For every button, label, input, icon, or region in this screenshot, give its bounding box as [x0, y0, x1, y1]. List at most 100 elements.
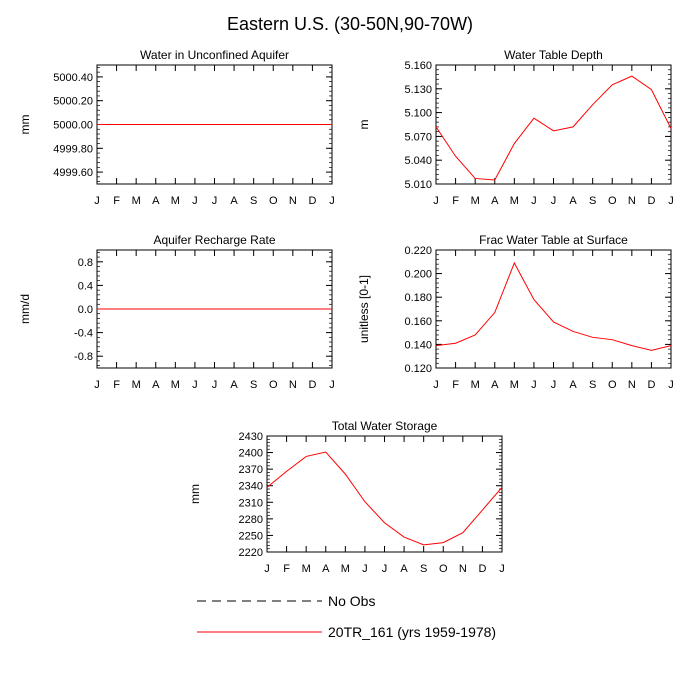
total-water-storage-y-tick-label: 2430 — [239, 431, 263, 443]
panel-total-water-storage: Total Water Storage mm 2220 2250 2280 2310 234… — [188, 419, 505, 575]
frac-water-table-y-tick-label: 0.200 — [404, 269, 432, 281]
recharge-rate-x-tick-label: M — [171, 379, 180, 391]
panel-recharge-rate: Aquifer Recharge Rate mm/d -0.8 -0.4 0.0 0.4 0… — [18, 233, 335, 391]
water-table-depth-plot-frame — [435, 64, 672, 185]
frac-water-table-y-tick-label: 0.140 — [404, 339, 432, 351]
recharge-rate-x-tick-label: O — [269, 379, 278, 391]
recharge-rate-x-tick-label: A — [230, 379, 238, 391]
water-table-depth-x-tick-label: M — [510, 195, 519, 207]
total-water-storage-x-tick-label: M — [341, 563, 350, 575]
water-table-depth-y-tick-label: 5.130 — [404, 84, 432, 96]
frac-water-table-x-tick-label: J — [433, 379, 439, 391]
frac-water-table-x-tick-label: M — [471, 379, 480, 391]
frac-water-table-x-tick-label: S — [589, 379, 596, 391]
total-water-storage-x-tick-label: A — [400, 563, 408, 575]
aquifer-water-x-tick-label: J — [94, 195, 100, 207]
figure-title: Eastern U.S. (30-50N,90-70W) — [227, 14, 473, 34]
frac-water-table-y-tick-label: 0.180 — [404, 292, 432, 304]
recharge-rate-x-tick-label: N — [289, 379, 297, 391]
total-water-storage-x-tick-label: A — [322, 563, 330, 575]
total-water-storage-title: Total Water Storage — [332, 419, 438, 433]
aquifer-water-x-tick-label: J — [192, 195, 198, 207]
frac-water-table-x-tick-label: J — [531, 379, 537, 391]
aquifer-water-x-tick-label: M — [132, 195, 141, 207]
recharge-rate-x-tick-label: D — [308, 379, 316, 391]
frac-water-table-x-tick-label: N — [628, 379, 636, 391]
frac-water-table-x-tick-label: J — [551, 379, 557, 391]
total-water-storage-x-tick-label: J — [499, 563, 505, 575]
panel-frac-water-table: Frac Water Table at Surface unitless [0-1… — [357, 233, 674, 391]
aquifer-water-x-tick-label: J — [329, 195, 335, 207]
total-water-storage-plot-frame — [266, 435, 503, 553]
aquifer-water-x-tick-label: J — [212, 195, 218, 207]
water-table-depth-x-tick-label: O — [608, 195, 617, 207]
recharge-rate-y-axis-label: mm/d — [18, 294, 32, 324]
total-water-storage-y-tick-label: 2250 — [239, 530, 263, 542]
aquifer-water-x-tick-label: N — [289, 195, 297, 207]
frac-water-table-x-tick-label: A — [491, 379, 499, 391]
water-table-depth-x-tick-label: J — [551, 195, 557, 207]
aquifer-water-x-tick-label: A — [152, 195, 160, 207]
water-table-depth-x-tick-label: N — [628, 195, 636, 207]
water-table-depth-y-tick-label: 5.160 — [404, 60, 432, 72]
total-water-storage-y-tick-label: 2220 — [239, 547, 263, 559]
frac-water-table-x-tick-label: J — [668, 379, 674, 391]
water-table-depth-series-line — [435, 75, 672, 181]
panel-aquifer-water: Water in Unconfined Aquifer mm 4999.60 4999… — [18, 48, 335, 207]
total-water-storage-y-tick-label: 2280 — [239, 514, 263, 526]
total-water-storage-y-tick-label: 2400 — [239, 448, 263, 460]
frac-water-table-x-tick-label: D — [647, 379, 655, 391]
recharge-rate-x-tick-label: J — [94, 379, 100, 391]
recharge-rate-x-tick-label: J — [212, 379, 218, 391]
recharge-rate-x-tick-label: A — [152, 379, 160, 391]
total-water-storage-y-tick-label: 2310 — [239, 497, 263, 509]
total-water-storage-x-tick-label: J — [362, 563, 368, 575]
total-water-storage-x-tick-label: D — [478, 563, 486, 575]
aquifer-water-x-tick-label: D — [308, 195, 316, 207]
recharge-rate-title: Aquifer Recharge Rate — [153, 233, 275, 247]
water-table-depth-x-tick-label: A — [569, 195, 577, 207]
legend: No Obs 20TR_161 (yrs 1959-1978) — [197, 593, 496, 640]
water-table-depth-title: Water Table Depth — [504, 48, 603, 62]
aquifer-water-y-tick-label: 5000.00 — [53, 120, 93, 132]
recharge-rate-y-tick-label: 0.4 — [78, 280, 93, 292]
water-table-depth-y-tick-label: 5.070 — [404, 131, 432, 143]
water-table-depth-x-tick-label: D — [647, 195, 655, 207]
frac-water-table-x-tick-label: M — [510, 379, 519, 391]
frac-water-table-x-tick-label: O — [608, 379, 617, 391]
recharge-rate-y-tick-label: 0.8 — [78, 257, 93, 269]
total-water-storage-y-tick-label: 2340 — [239, 481, 263, 493]
total-water-storage-x-tick-label: J — [264, 563, 270, 575]
total-water-storage-x-tick-label: M — [302, 563, 311, 575]
aquifer-water-y-tick-label: 5000.40 — [53, 72, 93, 84]
recharge-rate-x-tick-label: J — [192, 379, 198, 391]
total-water-storage-y-tick-label: 2370 — [239, 464, 263, 476]
frac-water-table-series-line — [435, 261, 672, 351]
frac-water-table-title: Frac Water Table at Surface — [479, 233, 628, 247]
water-table-depth-y-axis-label: m — [357, 120, 371, 130]
recharge-rate-x-tick-label: M — [132, 379, 141, 391]
water-table-depth-x-tick-label: J — [531, 195, 537, 207]
recharge-rate-y-tick-label: -0.8 — [74, 351, 93, 363]
aquifer-water-x-tick-label: S — [250, 195, 257, 207]
total-water-storage-x-tick-label: N — [459, 563, 467, 575]
recharge-rate-x-tick-label: F — [113, 379, 120, 391]
frac-water-table-x-tick-label: A — [569, 379, 577, 391]
recharge-rate-x-tick-label: S — [250, 379, 257, 391]
water-table-depth-y-tick-label: 5.040 — [404, 155, 432, 167]
total-water-storage-x-tick-label: J — [382, 563, 388, 575]
total-water-storage-x-tick-label: S — [420, 563, 427, 575]
aquifer-water-x-tick-label: F — [113, 195, 120, 207]
total-water-storage-y-axis-label: mm — [188, 484, 202, 504]
recharge-rate-y-tick-label: -0.4 — [74, 328, 93, 340]
frac-water-table-plot-frame — [435, 249, 672, 369]
water-table-depth-y-tick-label: 5.100 — [404, 108, 432, 120]
frac-water-table-y-axis-label: unitless [0-1] — [357, 275, 371, 343]
frac-water-table-y-tick-label: 0.120 — [404, 363, 432, 375]
panels: Water in Unconfined Aquifer mm 4999.60 4999… — [18, 48, 674, 575]
legend-model-label: 20TR_161 (yrs 1959-1978) — [328, 624, 496, 640]
legend-no-obs-label: No Obs — [328, 593, 375, 609]
aquifer-water-x-tick-label: M — [171, 195, 180, 207]
water-table-depth-x-tick-label: J — [668, 195, 674, 207]
